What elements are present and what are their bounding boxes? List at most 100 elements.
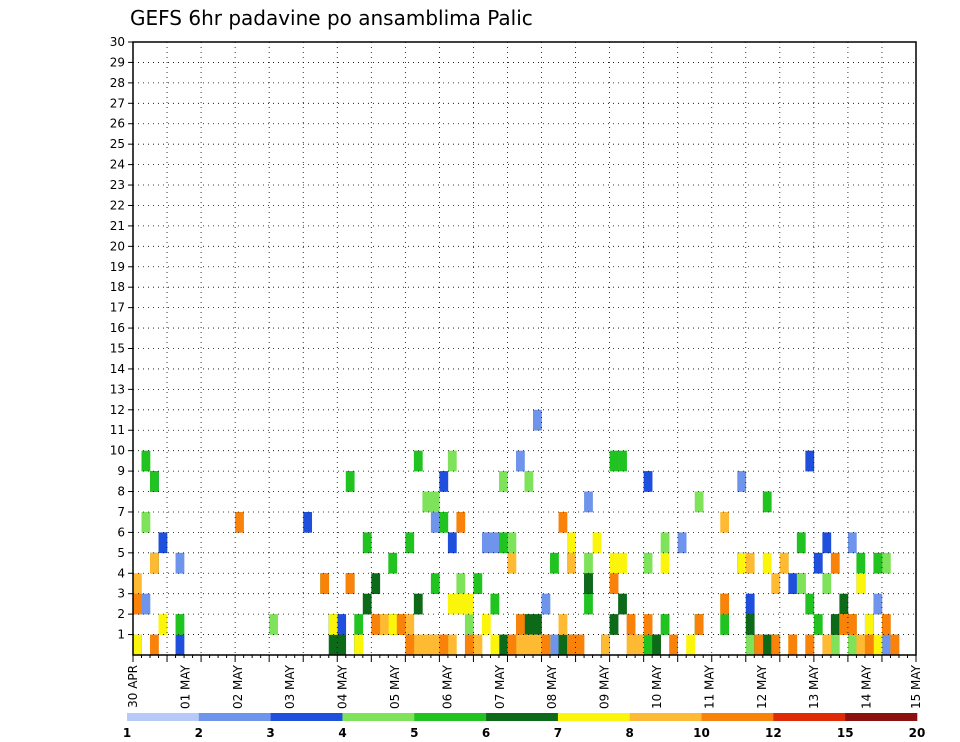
heatmap-cell	[873, 634, 883, 656]
heatmap-cell	[881, 614, 891, 635]
heatmap-cell	[813, 614, 823, 635]
heatmap-cell	[269, 614, 278, 635]
y-tick-label: 18	[110, 280, 125, 294]
y-tick-label: 28	[110, 76, 125, 90]
heatmap-cell	[413, 450, 423, 472]
heatmap-cell	[737, 471, 747, 492]
colorbar-swatch	[701, 713, 774, 721]
heatmap-cell	[345, 573, 355, 594]
heatmap-cell	[643, 552, 653, 574]
heatmap-cell	[464, 614, 474, 635]
heatmap-cell	[337, 634, 347, 656]
heatmap-cell	[856, 573, 866, 594]
x-tick-label: 03 MAY	[283, 664, 297, 709]
colorbar-label: 10	[693, 726, 710, 740]
heatmap-cell	[694, 614, 704, 635]
x-tick-label: 13 MAY	[807, 664, 821, 709]
heatmap-cell	[345, 471, 355, 492]
heatmap-cell	[439, 634, 449, 656]
heatmap-cell	[175, 552, 185, 574]
colorbar-label: 3	[266, 726, 274, 740]
heatmap-cell	[439, 471, 449, 492]
heatmap-cell	[541, 634, 551, 656]
y-tick-label: 19	[110, 260, 125, 274]
heatmap-cell	[694, 491, 704, 513]
heatmap-cell	[796, 573, 806, 594]
heatmap-cell	[507, 552, 517, 574]
axes: 1234567891011121314151617181920212223242…	[110, 35, 923, 709]
heatmap-cell	[473, 573, 483, 594]
heatmap-cell	[609, 552, 619, 574]
heatmap-cell	[635, 634, 644, 656]
heatmap-cell	[447, 634, 457, 656]
colorbar-label: 12	[765, 726, 782, 740]
heatmap-cell	[830, 634, 840, 656]
heatmap-cell	[150, 471, 159, 492]
x-tick-label: 01 MAY	[178, 664, 192, 709]
heatmap-cell	[439, 511, 449, 533]
colorbar-label: 1	[123, 726, 131, 740]
heatmap-cell	[533, 409, 542, 431]
heatmap-cell	[720, 511, 730, 533]
heatmap-cell	[362, 532, 372, 554]
heatmap-cell	[779, 552, 789, 574]
heatmap-cell	[422, 634, 432, 656]
y-tick-label: 27	[110, 96, 125, 110]
heatmap-cell	[447, 593, 457, 615]
heatmap-cell	[881, 634, 891, 656]
heatmap-cell	[567, 532, 576, 554]
colorbar-label: 5	[410, 726, 418, 740]
heatmap-cell	[447, 450, 457, 472]
y-tick-label: 10	[110, 444, 125, 458]
heatmap-cell	[558, 634, 568, 656]
heatmap-cell	[609, 573, 619, 594]
heatmap-cell	[618, 450, 627, 472]
heatmap-cell	[158, 532, 168, 554]
heatmap-cell	[141, 450, 151, 472]
y-tick-label: 9	[117, 464, 125, 478]
heatmap-cell	[133, 593, 142, 615]
heatmap-cell	[388, 552, 398, 574]
heatmap-cell	[430, 491, 440, 513]
colorbar-swatch	[629, 713, 702, 721]
chart-title: GEFS 6hr padavine po ansamblima Palic	[130, 6, 533, 30]
heatmap-cell	[515, 450, 525, 472]
heatmap-cell	[422, 491, 432, 513]
x-tick-label: 05 MAY	[388, 664, 402, 709]
heatmap-cell	[533, 614, 542, 635]
heatmap-cell	[873, 552, 883, 574]
heatmap-cell	[473, 634, 483, 656]
heatmap-cell	[864, 634, 874, 656]
heatmap-cell	[481, 532, 491, 554]
heatmap-cell	[430, 634, 440, 656]
x-tick-label: 07 MAY	[493, 664, 507, 709]
colorbar-swatch	[773, 713, 846, 721]
heatmap-cell	[805, 593, 815, 615]
heatmap-cell	[498, 471, 508, 492]
heatmap-cell	[354, 634, 364, 656]
heatmap-cell	[788, 634, 798, 656]
heatmap-cell	[745, 634, 755, 656]
heatmap-cell	[567, 634, 576, 656]
heatmap-cell	[626, 634, 636, 656]
heatmap-cell	[447, 532, 457, 554]
heatmap-cell	[660, 532, 670, 554]
colorbar-swatch	[198, 713, 271, 721]
heatmap-cell	[830, 552, 840, 574]
heatmap-cell	[864, 614, 874, 635]
y-tick-label: 14	[110, 362, 125, 376]
heatmap-cell	[524, 614, 534, 635]
heatmap-cell	[643, 634, 653, 656]
heatmap-cell	[592, 532, 602, 554]
x-tick-label: 12 MAY	[755, 664, 769, 709]
heatmap-cell	[133, 634, 142, 656]
heatmap-cell	[584, 573, 593, 594]
y-tick-label: 24	[110, 158, 125, 172]
heatmap-cell	[822, 532, 832, 554]
y-tick-label: 25	[110, 137, 125, 151]
colorbar-swatch	[486, 713, 559, 721]
heatmap-cell	[762, 552, 772, 574]
heatmap-cell	[328, 614, 338, 635]
heatmap-cell	[320, 573, 330, 594]
heatmap-cell	[567, 552, 576, 574]
